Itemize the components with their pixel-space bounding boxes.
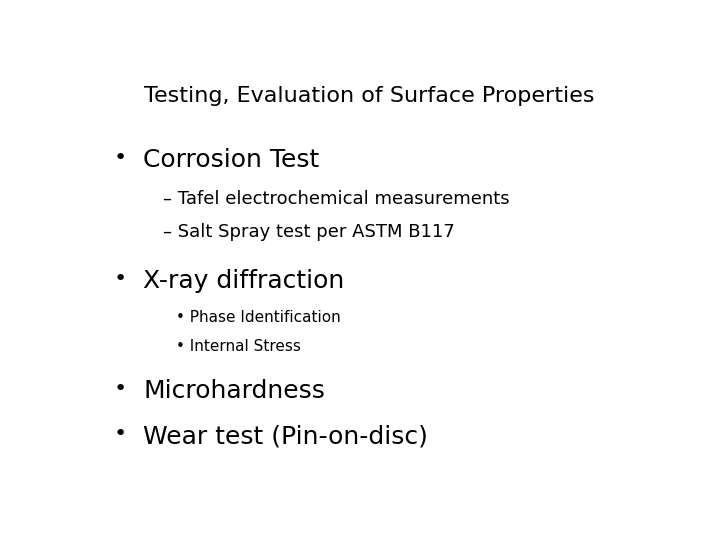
Text: Corrosion Test: Corrosion Test (143, 148, 319, 172)
Text: •: • (114, 148, 127, 168)
Text: X-ray diffraction: X-ray diffraction (143, 268, 344, 293)
Text: Testing, Evaluation of Surface Properties: Testing, Evaluation of Surface Propertie… (144, 85, 594, 106)
Text: •: • (114, 424, 127, 444)
Text: Microhardness: Microhardness (143, 379, 325, 403)
Text: – Salt Spray test per ASTM B117: – Salt Spray test per ASTM B117 (163, 223, 454, 241)
Text: •: • (114, 268, 127, 288)
Text: Wear test (Pin-on-disc): Wear test (Pin-on-disc) (143, 424, 428, 448)
Text: •: • (114, 379, 127, 399)
Text: • Internal Stress: • Internal Stress (176, 339, 302, 354)
Text: • Phase Identification: • Phase Identification (176, 310, 341, 325)
Text: – Tafel electrochemical measurements: – Tafel electrochemical measurements (163, 190, 509, 207)
